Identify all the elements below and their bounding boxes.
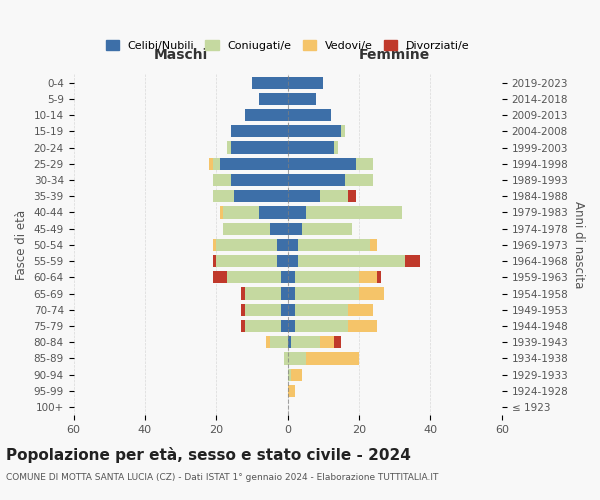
Y-axis label: Fasce di età: Fasce di età (15, 210, 28, 280)
Bar (287, 239, 298, 251)
Bar (252, 76, 287, 88)
Bar (377, 272, 380, 283)
Bar (359, 272, 377, 283)
Bar (287, 255, 298, 267)
Bar (334, 336, 341, 348)
Bar (287, 272, 295, 283)
Bar (213, 239, 217, 251)
Bar (259, 93, 287, 105)
Bar (230, 174, 287, 186)
Bar (356, 158, 373, 170)
Bar (287, 222, 302, 234)
Bar (287, 288, 295, 300)
Text: Popolazione per età, sesso e stato civile - 2024: Popolazione per età, sesso e stato civil… (6, 447, 411, 463)
Bar (213, 272, 227, 283)
Bar (209, 158, 213, 170)
Bar (223, 206, 259, 218)
Legend: Celibi/Nubili, Coniugati/e, Vedovi/e, Divorziati/e: Celibi/Nubili, Coniugati/e, Vedovi/e, Di… (101, 36, 475, 56)
Bar (287, 320, 295, 332)
Bar (287, 109, 331, 121)
Bar (241, 288, 245, 300)
Bar (213, 190, 234, 202)
Bar (345, 174, 373, 186)
Bar (245, 304, 281, 316)
Bar (277, 239, 287, 251)
Bar (281, 288, 287, 300)
Bar (287, 158, 356, 170)
Bar (213, 158, 220, 170)
Bar (287, 385, 295, 397)
Bar (245, 109, 287, 121)
Text: COMUNE DI MOTTA SANTA LUCIA (CZ) - Dati ISTAT 1° gennaio 2024 - Elaborazione TUT: COMUNE DI MOTTA SANTA LUCIA (CZ) - Dati … (6, 473, 439, 482)
Bar (287, 352, 305, 364)
Bar (320, 336, 334, 348)
Bar (287, 336, 291, 348)
Bar (287, 368, 291, 381)
Bar (287, 125, 341, 138)
Bar (359, 288, 384, 300)
Bar (281, 272, 287, 283)
Bar (298, 239, 370, 251)
Bar (349, 304, 373, 316)
Bar (259, 206, 287, 218)
Bar (266, 336, 270, 348)
Bar (287, 142, 334, 154)
Bar (295, 288, 359, 300)
Bar (241, 320, 245, 332)
Bar (270, 222, 287, 234)
Y-axis label: Anni di nascita: Anni di nascita (572, 201, 585, 288)
Bar (291, 336, 320, 348)
Bar (227, 142, 230, 154)
Bar (270, 336, 287, 348)
Bar (406, 255, 420, 267)
Bar (234, 190, 287, 202)
Bar (223, 222, 270, 234)
Bar (227, 272, 281, 283)
Bar (217, 255, 277, 267)
Bar (217, 239, 277, 251)
Bar (213, 174, 230, 186)
Bar (295, 320, 349, 332)
Bar (291, 368, 302, 381)
Bar (349, 190, 356, 202)
Bar (334, 142, 338, 154)
Bar (305, 206, 402, 218)
Bar (305, 352, 359, 364)
Bar (230, 142, 287, 154)
Bar (245, 288, 281, 300)
Bar (370, 239, 377, 251)
Bar (341, 125, 345, 138)
Bar (245, 320, 281, 332)
Text: Maschi: Maschi (154, 48, 208, 62)
Bar (287, 93, 316, 105)
Bar (298, 255, 406, 267)
Bar (295, 272, 359, 283)
Bar (287, 174, 345, 186)
Bar (349, 320, 377, 332)
Bar (213, 255, 217, 267)
Bar (287, 206, 305, 218)
Bar (220, 206, 223, 218)
Bar (281, 304, 287, 316)
Text: Femmine: Femmine (359, 48, 430, 62)
Bar (287, 304, 295, 316)
Bar (230, 125, 287, 138)
Bar (320, 190, 349, 202)
Bar (220, 158, 287, 170)
Bar (277, 255, 287, 267)
Bar (295, 304, 349, 316)
Bar (241, 304, 245, 316)
Bar (287, 76, 323, 88)
Bar (287, 190, 320, 202)
Bar (302, 222, 352, 234)
Bar (281, 320, 287, 332)
Bar (284, 352, 287, 364)
